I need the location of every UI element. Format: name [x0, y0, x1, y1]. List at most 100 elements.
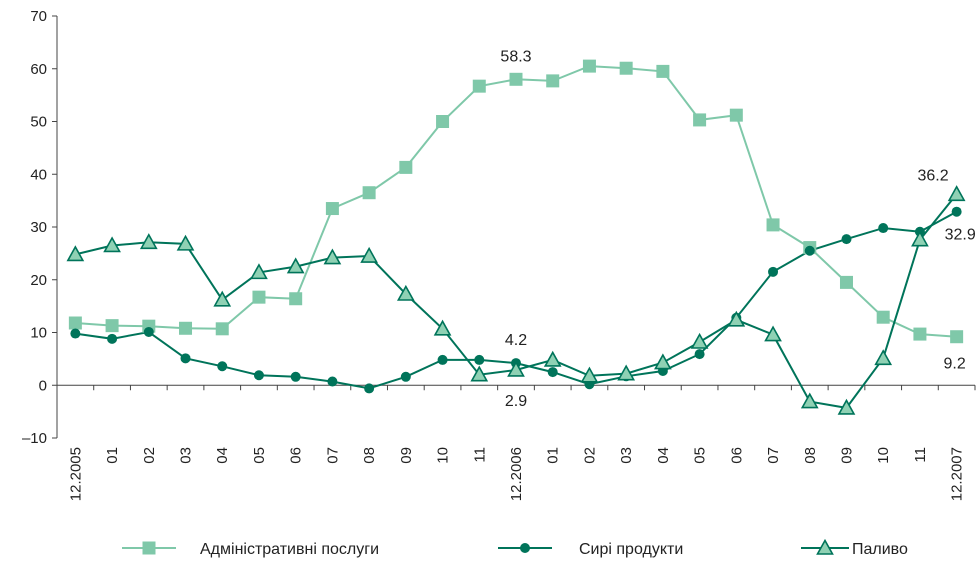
x-tick-label: 07 — [324, 447, 341, 464]
data-point-triangle — [360, 246, 378, 263]
y-tick-label: 60 — [30, 61, 47, 78]
data-point-triangle — [874, 349, 893, 366]
data-point-circle — [364, 383, 375, 394]
legend-label: Адміністративні послуги — [200, 541, 379, 558]
data-point-circle — [804, 245, 815, 256]
data-annotations: 58.3 4.2 2.9 36.2 32.9 9.2 — [500, 48, 975, 410]
series-lines — [75, 65, 958, 409]
data-point-square — [693, 113, 707, 127]
data-point-triangle — [213, 290, 232, 307]
annotation-label: 9.2 — [944, 356, 966, 373]
data-point-square — [766, 218, 780, 232]
x-tick-label: 01 — [545, 447, 562, 464]
legend-item-1: Адміністративні послуги — [122, 541, 379, 558]
annotation-label: 4.2 — [505, 332, 527, 349]
y-tick-label: –10 — [22, 430, 47, 447]
data-point-circle — [253, 370, 264, 381]
data-point-square — [619, 61, 633, 75]
data-point-triangle — [433, 319, 452, 336]
data-point-circle — [474, 354, 485, 365]
data-point-circle — [841, 234, 852, 245]
x-tick-label: 07 — [765, 447, 782, 464]
x-tick-label: 09 — [398, 447, 415, 464]
data-point-triangle — [947, 185, 966, 202]
x-tick-label: 03 — [178, 447, 195, 464]
data-point-square — [472, 79, 486, 93]
annotation-label: 32.9 — [945, 227, 976, 244]
x-tick-label: 05 — [692, 447, 709, 464]
data-point-triangle — [800, 392, 819, 409]
series-line-1 — [75, 65, 957, 338]
data-point-triangle — [396, 284, 415, 301]
x-tick-label: 11 — [471, 447, 488, 463]
data-point-triangle — [580, 366, 599, 383]
data-point-circle — [694, 349, 705, 360]
data-point-circle — [107, 333, 118, 344]
data-point-triangle — [764, 325, 782, 342]
data-point-square — [913, 327, 927, 341]
data-point-square — [729, 108, 743, 122]
x-tick-label: 09 — [838, 447, 855, 464]
annotation-label: 2.9 — [505, 393, 527, 410]
x-tick-label: 12.2005 — [67, 447, 84, 501]
data-point-triangle — [139, 233, 158, 250]
y-tick-label: 40 — [30, 166, 47, 183]
data-point-square — [289, 292, 303, 306]
y-tick-label: 20 — [30, 272, 47, 289]
data-point-square — [399, 160, 413, 174]
annotation-label: 58.3 — [500, 48, 531, 65]
data-point-square — [509, 72, 523, 86]
data-point-circle — [327, 376, 338, 387]
x-tick-label: 02 — [581, 447, 598, 464]
x-tick-label: 10 — [875, 447, 892, 464]
data-point-triangle — [911, 230, 929, 247]
data-point-circle — [400, 371, 411, 382]
data-point-circle — [437, 354, 448, 365]
legend-item-3: Паливо — [801, 538, 908, 558]
data-point-triangle — [543, 350, 562, 367]
data-point-triangle — [250, 263, 268, 280]
data-point-circle — [520, 543, 530, 553]
data-point-circle — [878, 223, 889, 234]
data-point-circle — [180, 353, 191, 364]
data-point-square — [362, 186, 376, 200]
data-point-triangle — [103, 236, 121, 253]
data-point-triangle — [816, 538, 834, 555]
data-point-triangle — [507, 360, 525, 377]
data-point-circle — [217, 361, 228, 372]
y-tick-label: 0 — [39, 377, 47, 394]
data-point-triangle — [286, 257, 305, 274]
y-tick-label: 10 — [30, 325, 47, 342]
data-point-circle — [768, 266, 779, 277]
data-point-circle — [143, 326, 154, 337]
data-point-triangle — [727, 310, 746, 327]
legend-label: Сирі продукти — [579, 541, 683, 558]
x-tick-label: 06 — [728, 447, 745, 464]
series-markers — [66, 59, 966, 415]
data-point-square — [436, 115, 450, 128]
data-point-square — [582, 59, 596, 73]
data-point-circle — [70, 328, 81, 339]
y-tick-label: 70 — [30, 8, 47, 25]
data-point-triangle — [837, 398, 856, 415]
data-point-square — [215, 322, 229, 336]
data-point-triangle — [323, 248, 342, 265]
legend-item-2: Сирі продукти — [498, 541, 683, 558]
x-tick-label: 04 — [655, 447, 672, 464]
x-tick-label: 04 — [214, 447, 231, 464]
x-tick-label: 10 — [435, 447, 452, 464]
data-point-circle — [547, 367, 558, 378]
data-point-square — [839, 275, 853, 289]
data-point-triangle — [470, 365, 489, 382]
x-tick-label: 08 — [361, 447, 378, 464]
data-point-triangle — [66, 245, 85, 262]
data-point-triangle — [690, 332, 709, 349]
data-point-triangle — [654, 353, 672, 370]
x-tick-label: 05 — [251, 447, 268, 464]
x-tick-label: 12.2007 — [949, 447, 966, 501]
y-tick-label: 50 — [30, 114, 47, 131]
data-point-square — [876, 310, 890, 324]
x-tick-label: 02 — [141, 447, 158, 464]
